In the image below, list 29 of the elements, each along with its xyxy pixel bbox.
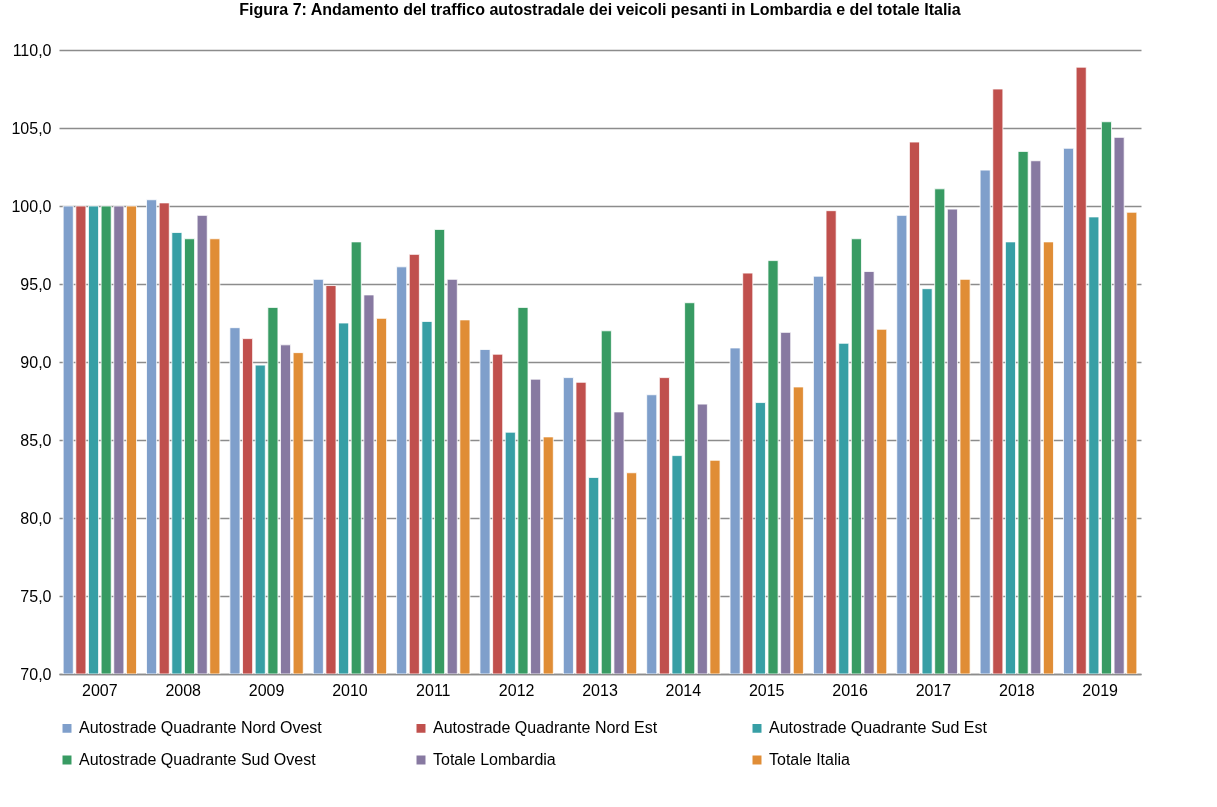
x-tick-label: 2018 (999, 681, 1035, 699)
legend-label: Totale Lombardia (433, 751, 556, 768)
x-tick-label: 2015 (748, 681, 785, 699)
legend-label: Autostrade Quadrante Nord Ovest (79, 719, 323, 737)
y-tick-label: 75,0 (20, 587, 52, 605)
y-tick-label: 80,0 (20, 509, 52, 527)
x-tick-label: 2013 (582, 681, 618, 699)
y-tick-label: 110,0 (12, 41, 52, 59)
x-tick-label: 2008 (165, 681, 202, 699)
x-tick-label: 2019 (1082, 681, 1119, 699)
x-tick-label: 2016 (832, 681, 868, 699)
y-tick-label: 95,0 (20, 275, 52, 293)
x-tick-label: 2007 (82, 681, 118, 699)
y-tick-label: 85,0 (20, 431, 52, 449)
y-tick-label: 100,0 (11, 197, 52, 215)
legend-label: Totale Italia (769, 751, 851, 768)
chart-title: Figura 7: Andamento del traffico autostradale dei veicoli pesanti in Lombardia e del totale Italia (239, 1, 961, 18)
y-tick-label: 70,0 (20, 665, 52, 683)
x-tick-label: 2017 (915, 681, 952, 699)
x-tick-label: 2009 (248, 681, 285, 699)
x-tick-label: 2010 (332, 681, 368, 699)
y-tick-label: 90,0 (20, 353, 52, 371)
x-tick-label: 2012 (498, 681, 535, 699)
legend-label: Autostrade Quadrante Nord Est (433, 719, 658, 737)
legend-label: Autostrade Quadrante Sud Ovest (79, 751, 317, 768)
y-tick-label: 105,0 (11, 119, 52, 137)
x-tick-label: 2014 (665, 681, 702, 699)
x-tick-label: 2011 (416, 681, 451, 699)
legend-label: Autostrade Quadrante Sud Est (769, 719, 988, 737)
